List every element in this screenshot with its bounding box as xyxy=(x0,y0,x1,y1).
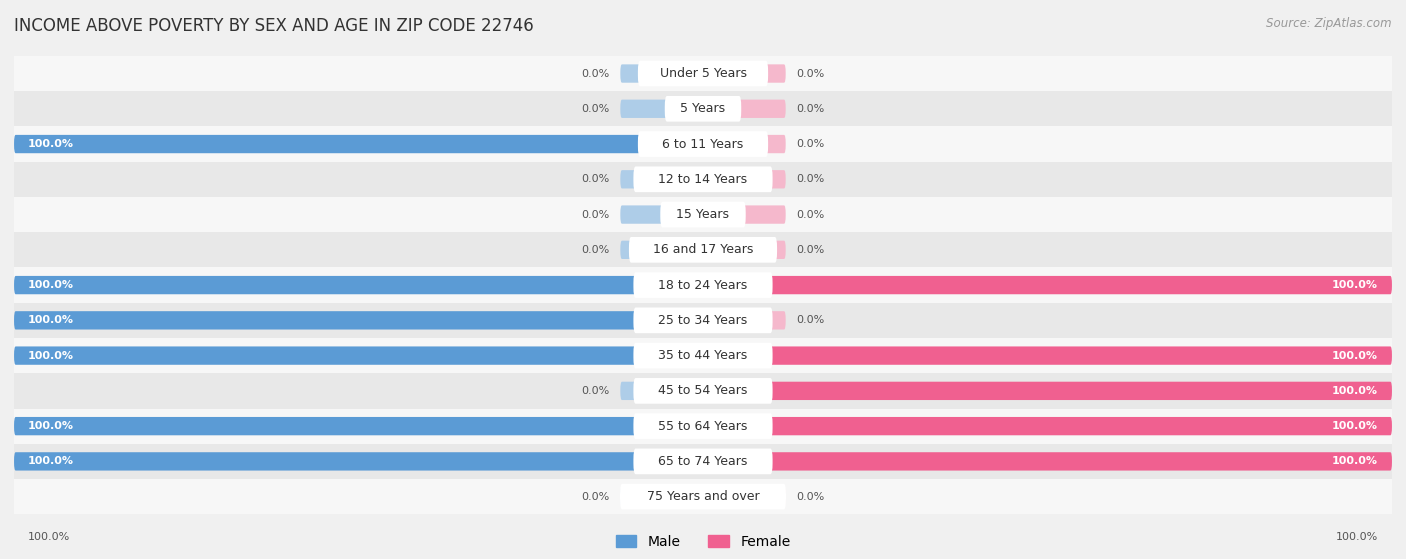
Text: 100.0%: 100.0% xyxy=(28,421,75,431)
Bar xyxy=(14,479,1392,514)
Text: 65 to 74 Years: 65 to 74 Years xyxy=(658,455,748,468)
Text: 100.0%: 100.0% xyxy=(28,280,75,290)
FancyBboxPatch shape xyxy=(661,202,745,228)
Text: 100.0%: 100.0% xyxy=(1331,350,1378,361)
Text: 100.0%: 100.0% xyxy=(1331,386,1378,396)
Text: 5 Years: 5 Years xyxy=(681,102,725,115)
FancyBboxPatch shape xyxy=(703,64,786,83)
Bar xyxy=(14,197,1392,232)
FancyBboxPatch shape xyxy=(703,487,786,506)
Text: 100.0%: 100.0% xyxy=(28,532,70,542)
Text: 100.0%: 100.0% xyxy=(28,139,75,149)
Text: 0.0%: 0.0% xyxy=(582,174,610,184)
FancyBboxPatch shape xyxy=(634,448,772,474)
FancyBboxPatch shape xyxy=(620,241,703,259)
FancyBboxPatch shape xyxy=(703,347,1392,365)
Bar xyxy=(14,267,1392,303)
Text: 100.0%: 100.0% xyxy=(1331,280,1378,290)
FancyBboxPatch shape xyxy=(703,241,786,259)
Text: 0.0%: 0.0% xyxy=(582,104,610,114)
FancyBboxPatch shape xyxy=(634,343,772,368)
Text: INCOME ABOVE POVERTY BY SEX AND AGE IN ZIP CODE 22746: INCOME ABOVE POVERTY BY SEX AND AGE IN Z… xyxy=(14,17,534,35)
Text: 45 to 54 Years: 45 to 54 Years xyxy=(658,385,748,397)
Bar xyxy=(14,444,1392,479)
Text: 0.0%: 0.0% xyxy=(582,245,610,255)
Text: 100.0%: 100.0% xyxy=(28,350,75,361)
Text: 0.0%: 0.0% xyxy=(582,386,610,396)
Bar xyxy=(14,91,1392,126)
Text: 18 to 24 Years: 18 to 24 Years xyxy=(658,278,748,292)
FancyBboxPatch shape xyxy=(634,413,772,439)
FancyBboxPatch shape xyxy=(703,205,786,224)
FancyBboxPatch shape xyxy=(620,100,703,118)
Text: 100.0%: 100.0% xyxy=(28,456,75,466)
FancyBboxPatch shape xyxy=(628,237,778,263)
FancyBboxPatch shape xyxy=(703,100,786,118)
Bar xyxy=(14,338,1392,373)
FancyBboxPatch shape xyxy=(703,170,786,188)
Text: 15 Years: 15 Years xyxy=(676,208,730,221)
FancyBboxPatch shape xyxy=(703,382,1392,400)
Text: 0.0%: 0.0% xyxy=(796,245,824,255)
FancyBboxPatch shape xyxy=(703,417,1392,435)
Text: 0.0%: 0.0% xyxy=(582,492,610,501)
Text: 100.0%: 100.0% xyxy=(28,315,75,325)
Text: 0.0%: 0.0% xyxy=(582,69,610,78)
FancyBboxPatch shape xyxy=(620,64,703,83)
FancyBboxPatch shape xyxy=(14,347,703,365)
FancyBboxPatch shape xyxy=(638,61,768,86)
FancyBboxPatch shape xyxy=(14,311,703,329)
Text: 100.0%: 100.0% xyxy=(1336,532,1378,542)
Text: 0.0%: 0.0% xyxy=(796,210,824,220)
Text: 35 to 44 Years: 35 to 44 Years xyxy=(658,349,748,362)
FancyBboxPatch shape xyxy=(14,417,703,435)
FancyBboxPatch shape xyxy=(620,205,703,224)
FancyBboxPatch shape xyxy=(14,452,703,471)
Text: 0.0%: 0.0% xyxy=(796,139,824,149)
FancyBboxPatch shape xyxy=(634,272,772,298)
FancyBboxPatch shape xyxy=(620,487,703,506)
Text: 12 to 14 Years: 12 to 14 Years xyxy=(658,173,748,186)
FancyBboxPatch shape xyxy=(620,484,786,509)
FancyBboxPatch shape xyxy=(634,167,772,192)
Text: 16 and 17 Years: 16 and 17 Years xyxy=(652,243,754,257)
Text: Source: ZipAtlas.com: Source: ZipAtlas.com xyxy=(1267,17,1392,30)
Text: 6 to 11 Years: 6 to 11 Years xyxy=(662,138,744,150)
Bar xyxy=(14,373,1392,409)
FancyBboxPatch shape xyxy=(14,135,703,153)
FancyBboxPatch shape xyxy=(703,452,1392,471)
FancyBboxPatch shape xyxy=(620,382,703,400)
Text: 0.0%: 0.0% xyxy=(796,492,824,501)
Bar xyxy=(14,126,1392,162)
Bar xyxy=(14,162,1392,197)
Legend: Male, Female: Male, Female xyxy=(616,534,790,548)
Text: 0.0%: 0.0% xyxy=(582,210,610,220)
FancyBboxPatch shape xyxy=(634,307,772,333)
Bar xyxy=(14,232,1392,267)
FancyBboxPatch shape xyxy=(703,135,786,153)
Text: 0.0%: 0.0% xyxy=(796,174,824,184)
Text: 100.0%: 100.0% xyxy=(1331,421,1378,431)
Text: 0.0%: 0.0% xyxy=(796,104,824,114)
Text: 75 Years and over: 75 Years and over xyxy=(647,490,759,503)
FancyBboxPatch shape xyxy=(703,311,786,329)
Bar xyxy=(14,56,1392,91)
FancyBboxPatch shape xyxy=(703,276,1392,294)
Text: 55 to 64 Years: 55 to 64 Years xyxy=(658,420,748,433)
FancyBboxPatch shape xyxy=(14,276,703,294)
Bar xyxy=(14,409,1392,444)
FancyBboxPatch shape xyxy=(638,131,768,157)
Text: 100.0%: 100.0% xyxy=(1331,456,1378,466)
FancyBboxPatch shape xyxy=(665,96,741,122)
Text: 0.0%: 0.0% xyxy=(796,315,824,325)
Text: 25 to 34 Years: 25 to 34 Years xyxy=(658,314,748,327)
Bar xyxy=(14,303,1392,338)
Text: 0.0%: 0.0% xyxy=(796,69,824,78)
FancyBboxPatch shape xyxy=(634,378,772,404)
FancyBboxPatch shape xyxy=(620,170,703,188)
Text: Under 5 Years: Under 5 Years xyxy=(659,67,747,80)
